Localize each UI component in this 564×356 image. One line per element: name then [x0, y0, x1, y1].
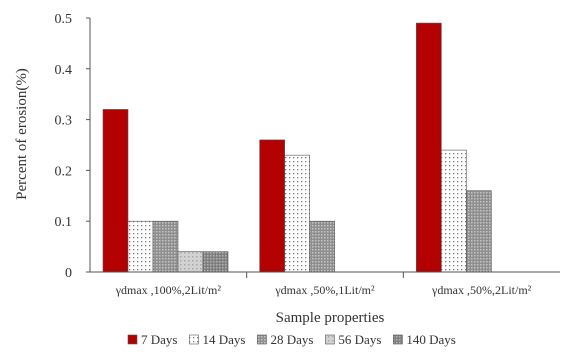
bar-14-days	[441, 149, 467, 273]
legend-label: 28 Days	[270, 332, 313, 347]
bar-140-days	[202, 251, 229, 273]
bars	[102, 22, 492, 273]
x-tick-label: γdmax ,100%,2Lit/m²	[115, 283, 222, 297]
bar-7-days	[259, 139, 285, 273]
legend-label: 56 Days	[338, 332, 381, 347]
bar-14-days	[284, 154, 310, 273]
x-axis-title: Sample properties	[276, 310, 385, 326]
y-tick-label: 0.2	[55, 164, 73, 179]
legend-swatch	[257, 334, 267, 345]
y-tick-label: 0	[65, 266, 72, 281]
legend-label: 7 Days	[141, 332, 177, 347]
y-tick-label: 0.1	[55, 215, 73, 230]
x-axis-category-labels: γdmax ,100%,2Lit/m² γdmax ,50%,1Lit/m² γdm…	[115, 283, 532, 297]
legend-label: 14 Days	[202, 332, 245, 347]
y-axis-ticks: 0 0.1 0.2 0.3 0.4 0.5	[55, 12, 90, 281]
legend-swatch	[189, 334, 199, 345]
legend-swatch	[393, 334, 403, 345]
bar-56-days	[177, 251, 204, 273]
legend: 7 Days 14 Days 28 Days 56 Days 140 Days	[127, 332, 456, 347]
legend-label: 140 Days	[406, 332, 455, 347]
y-tick-label: 0.4	[55, 63, 73, 78]
bar-7-days	[102, 109, 129, 273]
x-tick-label: γdmax ,50%,2Lit/m²	[431, 283, 532, 297]
axes	[89, 18, 560, 278]
y-tick-label: 0.3	[55, 114, 73, 129]
bar-7-days	[416, 22, 442, 273]
bar-28-days	[309, 220, 335, 273]
bar-14-days	[127, 220, 154, 273]
legend-swatch	[127, 334, 138, 345]
bar-28-days	[152, 220, 179, 273]
x-tick-label: γdmax ,50%,1Lit/m²	[274, 283, 375, 297]
y-axis-title: Percent of erosion(%)	[14, 68, 30, 200]
legend-swatch	[325, 334, 335, 345]
y-tick-label: 0.5	[55, 12, 73, 27]
bar-28-days	[466, 190, 492, 273]
